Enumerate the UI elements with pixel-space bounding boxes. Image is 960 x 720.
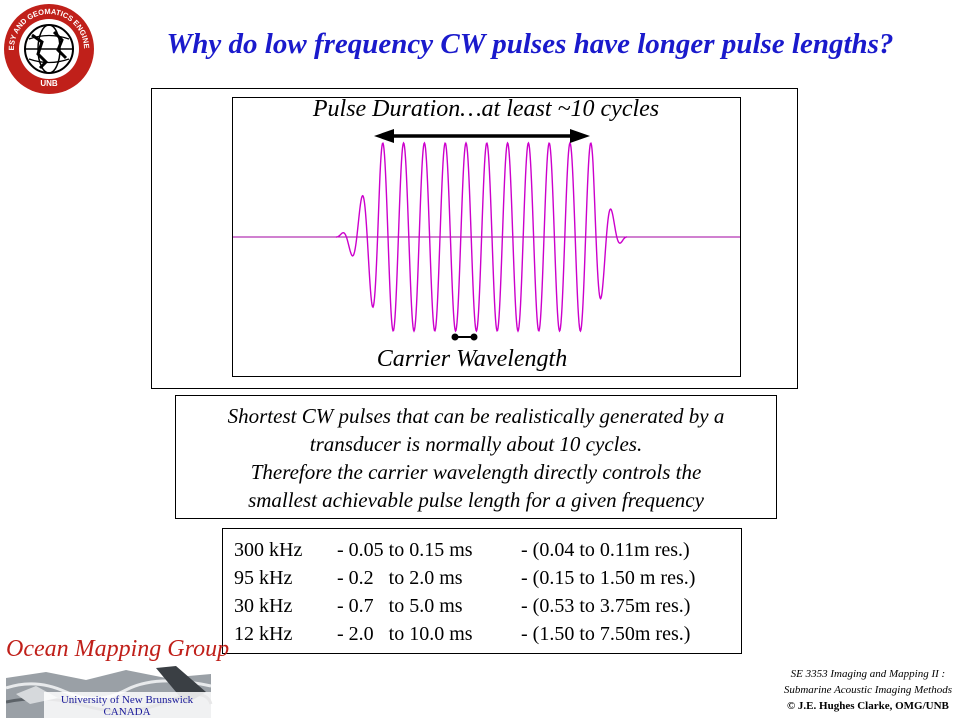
pulse-length-cell: - 2.0 to 10.0 ms — [337, 623, 473, 645]
seafloor-image-icon — [6, 666, 214, 718]
pulse-length-cell: - 0.7 to 5.0 ms — [337, 595, 463, 617]
explanation-line: Shortest CW pulses that can be realistic… — [227, 404, 725, 428]
table-row: 95 kHz - 0.2 to 2.0 ms - (0.15 to 1.50 m… — [234, 567, 695, 595]
university-label: University of New Brunswick CANADA — [44, 694, 210, 718]
course-title: SE 3353 Imaging and Mapping II : — [790, 668, 946, 680]
pulse-length-cell: - 0.05 to 0.15 ms — [337, 539, 473, 561]
explanation-line: smallest achievable pulse length for a g… — [248, 488, 704, 512]
logo-bottom-text: UNB — [40, 79, 58, 88]
table-row: 30 kHz - 0.7 to 5.0 ms - (0.53 to 3.75m … — [234, 595, 695, 623]
copyright-text: © J.E. Hughes Clarke, OMG/UNB — [786, 700, 949, 712]
course-subtitle: Submarine Acoustic Imaging Methods — [783, 684, 952, 696]
globe-seal-icon: GEODESY AND GEOMATICS ENGINEERING UNB — [2, 2, 94, 94]
resolution-cell: - (0.04 to 0.11m res.) — [521, 539, 690, 561]
frequency-cell: 300 kHz — [234, 539, 303, 561]
course-credits: SE 3353 Imaging and Mapping II : Submari… — [784, 666, 952, 714]
ocean-mapping-group-label: Ocean Mapping Group — [6, 636, 230, 662]
carrier-wavelength-label: Carrier Wavelength — [376, 346, 568, 372]
country-name: CANADA — [103, 706, 151, 718]
carrier-wavelength-marker — [451, 333, 478, 341]
pulse-length-cell: - 0.2 to 2.0 ms — [337, 567, 463, 589]
frequency-cell: 95 kHz — [234, 567, 293, 589]
pulse-duration-label: Pulse Duration…at least ~10 cycles — [312, 96, 660, 122]
slide-title: Why do low frequency CW pulses have long… — [166, 28, 894, 60]
explanation-line: Therefore the carrier wavelength directl… — [250, 460, 702, 484]
frequency-table: 300 kHz - 0.05 to 0.15 ms - (0.04 to 0.1… — [222, 528, 742, 654]
pulse-waveform-diagram — [233, 129, 740, 341]
university-name: University of New Brunswick — [60, 694, 194, 706]
frequency-cell: 30 kHz — [234, 595, 293, 617]
diagram-frame — [151, 88, 798, 389]
resolution-cell: - (0.53 to 3.75m res.) — [521, 595, 691, 617]
explanation-line: transducer is normally about 10 cycles. — [309, 432, 643, 456]
explanation-box: Shortest CW pulses that can be realistic… — [175, 395, 777, 519]
pulse-waveform — [336, 141, 627, 333]
table-row: 300 kHz - 0.05 to 0.15 ms - (0.04 to 0.1… — [234, 539, 695, 567]
resolution-cell: - (1.50 to 7.50m res.) — [521, 623, 691, 645]
pulse-duration-arrow — [374, 129, 590, 143]
resolution-cell: - (0.15 to 1.50 m res.) — [521, 567, 696, 589]
frequency-cell: 12 kHz — [234, 623, 293, 645]
table-row: 12 kHz - 2.0 to 10.0 ms - (1.50 to 7.50m… — [234, 623, 695, 651]
